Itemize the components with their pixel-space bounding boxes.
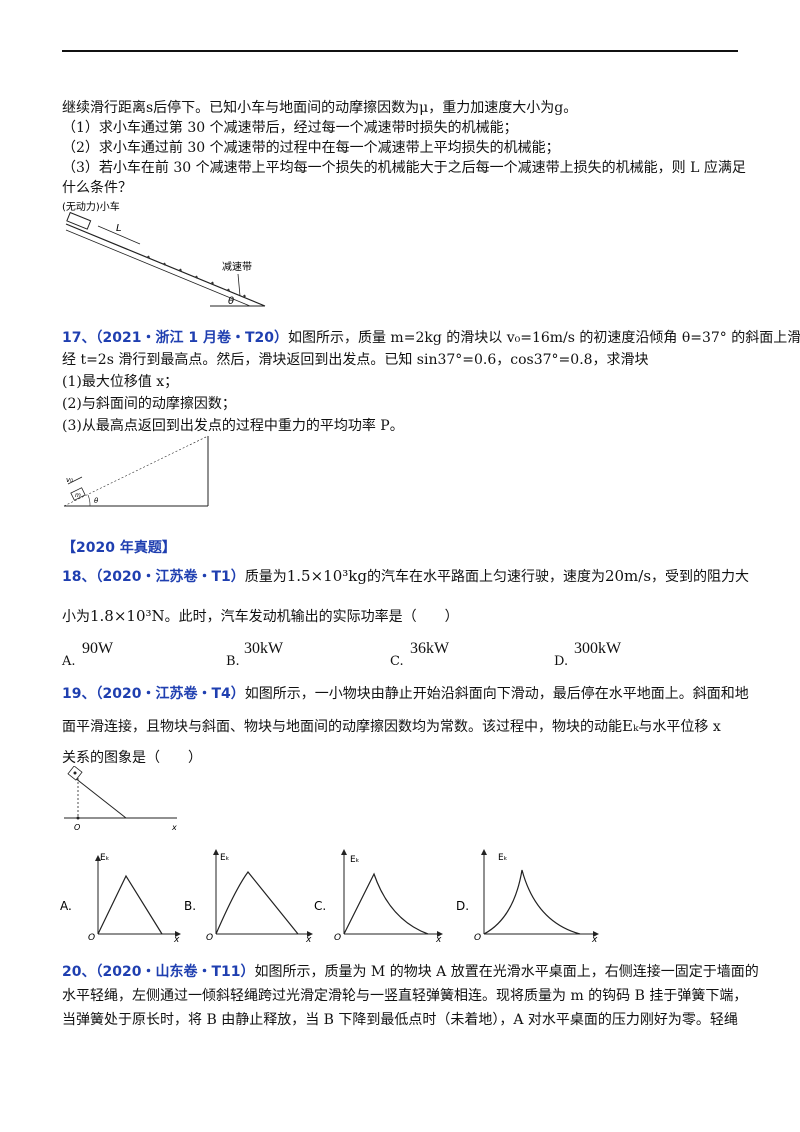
q19-line2: 面平滑连接，且物块与斜面、物块与地面间的动摩擦因数均为常数。该过程中，物块的动能… [62, 716, 721, 737]
q17-block [70, 487, 86, 501]
q16-sub1: （1）求小车通过第 30 个减速带后，经过每一个减速带时损失的机械能； [62, 120, 518, 136]
q18-option-c-value[interactable]: 36kW [410, 640, 450, 657]
q19-b-ek: Eₖ [220, 853, 230, 863]
q19-c-x: x [435, 935, 442, 945]
q16-L-label: L [116, 223, 122, 234]
q19-graph-b[interactable]: B. Eₖ O x [184, 849, 313, 945]
q19-graph-c[interactable]: C. Eₖ O x [314, 849, 443, 945]
q19-b-x: x [305, 935, 312, 945]
q19-option-d-label: D. [456, 899, 469, 913]
q19-a-o: O [88, 933, 95, 943]
header-rule [62, 50, 738, 52]
q19-line3: 关系的图象是（ ） [62, 750, 202, 766]
q16-intro: 继续滑行距离s后停下。已知小车与地面间的动摩擦因数为μ，重力加速度大小为g。 [62, 100, 578, 116]
section-2020-title: 【2020 年真题】 [62, 540, 176, 556]
q18-line2: 小为1.8×10³N。此时，汽车发动机输出的实际功率是（ ） [62, 606, 459, 627]
q19-c-ek: Eₖ [350, 855, 360, 865]
q18-text-e: 。此时，汽车发动机输出的实际功率是（ ） [164, 609, 459, 625]
q17-sub1: (1)最大位移值 x； [62, 374, 179, 390]
q19-d-ek: Eₖ [498, 853, 508, 863]
q19-c-o: O [334, 933, 341, 943]
q18-source: （2020・江苏卷・T1） [95, 569, 245, 585]
q19-o-label: O [74, 823, 80, 832]
q19-d-x: x [591, 935, 598, 945]
q19-line1: 19、（2020・江苏卷・T4）如图所示，一小物块由静止开始沿斜面向下滑动，最后… [62, 684, 749, 704]
q19-number: 19、 [62, 686, 96, 702]
q18-text-c: ，受到的阻力大 [651, 569, 750, 585]
q17-sub3: (3)从最高点返回到出发点的过程中重力的平均功率 P。 [62, 418, 404, 434]
q18-force: 1.8×10³N [90, 607, 165, 625]
q17-line1: 17、（2021・浙江 1 月卷・T20）如图所示，质量 m=2kg 的滑块以 … [62, 328, 800, 348]
q16-car [66, 211, 92, 230]
q19-a-ek: Eₖ [100, 853, 110, 863]
q17-m-label: m [75, 492, 81, 499]
q17-text1: 如图所示，质量 m=2kg 的滑块以 v₀=16m/s 的初速度沿倾角 θ=37… [287, 330, 800, 346]
q19-text2a: 面平滑连接，且物块与斜面、物块与地面间的动摩擦因数均为常数。该过程中，物块的动能 [62, 719, 622, 735]
q20-line3: 当弹簧处于原长时，将 B 由静止释放，当 B 下降到最低点时（未着地），A 对水… [62, 1012, 738, 1028]
q20-source: （2020・山东卷・T11） [95, 964, 255, 980]
q18-option-b-label[interactable]: B. [226, 654, 240, 669]
q19-ek: Eₖ [622, 717, 639, 735]
q19-text1: 如图所示，一小物块由静止开始沿斜面向下滑动，最后停在水平地面上。斜面和地 [244, 686, 749, 702]
q18-line1: 18、（2020・江苏卷・T1）质量为1.5×10³kg的汽车在水平路面上匀速行… [62, 566, 749, 587]
q19-a-x: x [173, 935, 180, 945]
q18-option-a-value[interactable]: 90W [82, 640, 114, 657]
q16-theta-label: θ [228, 296, 234, 307]
q18-option-d-label[interactable]: D. [554, 654, 569, 669]
q18-number: 18、 [62, 569, 96, 585]
q17-line2: 经 t=2s 滑行到最高点。然后，滑块返回到出发点。已知 sin37°=0.6，… [62, 352, 649, 368]
q19-incline-figure: O x [64, 766, 177, 832]
q16-sub3b: 什么条件？ [62, 180, 132, 196]
q17-v0-label: v₀ [66, 476, 73, 484]
q16-bumps [147, 255, 246, 298]
q17-sub2: (2)与斜面间的动摩擦因数； [62, 396, 236, 412]
q18-option-d-value[interactable]: 300kW [574, 640, 622, 657]
q18-option-c-label[interactable]: C. [390, 654, 404, 669]
q19-option-c-label: C. [314, 899, 326, 913]
q20-line2: 水平轻绳，左侧通过一倾斜轻绳跨过光滑定滑轮与一竖直轻弹簧相连。现将质量为 m 的… [62, 988, 748, 1004]
q19-graph-options: A. Eₖ O x B. Eₖ O x C. Eₖ O x D. Eₖ O x [60, 849, 599, 945]
q19-text2b: 与水平位移 x [638, 719, 721, 735]
q16-sub3a: （3）若小车在前 30 个减速带上平均每一个损失的机械能大于之后每一个减速带上损… [62, 160, 746, 176]
q16-belt-label: 减速带 [222, 261, 252, 273]
q16-car-label: (无动力)小车 [62, 200, 120, 213]
q19-graph-a[interactable]: A. Eₖ O x [60, 853, 181, 945]
q17-triangle-figure: m v₀ θ [63, 435, 209, 507]
q20-number: 20、 [62, 964, 96, 980]
q18-speed: 20m/s [604, 567, 652, 585]
q17-source: （2021・浙江 1 月卷・T20） [95, 330, 288, 346]
q20-line1: 20、（2020・山东卷・T11）如图所示，质量为 M 的物块 A 放置在光滑水… [62, 962, 759, 982]
q19-source: （2020・江苏卷・T4） [95, 686, 245, 702]
q20-text1: 如图所示，质量为 M 的物块 A 放置在光滑水平桌面上，右侧连接一固定于墙面的 [254, 964, 759, 980]
q19-option-a-label: A. [60, 899, 72, 913]
q19-d-o: O [474, 933, 481, 943]
q18-option-b-value[interactable]: 30kW [244, 640, 284, 657]
q16-incline-figure: (无动力)小车 L 减速带 θ [62, 200, 266, 307]
q19-x-label: x [171, 823, 177, 832]
q17-theta-label: θ [94, 497, 99, 505]
q19-graph-d[interactable]: D. Eₖ O x [456, 849, 599, 945]
q19-b-o: O [206, 933, 213, 943]
q18-text-d: 小为 [62, 609, 90, 625]
q18-text-a: 质量为 [244, 569, 287, 585]
q19-option-b-label: B. [184, 899, 196, 913]
q17-number: 17、 [62, 330, 96, 346]
q16-sub2: （2）求小车通过前 30 个减速带的过程中在每一个减速带上平均损失的机械能； [62, 140, 560, 156]
q18-mass: 1.5×10³kg [286, 567, 367, 585]
q18-text-b: 的汽车在水平路面上匀速行驶，速度为 [366, 569, 605, 585]
q18-option-a-label[interactable]: A. [62, 654, 76, 669]
